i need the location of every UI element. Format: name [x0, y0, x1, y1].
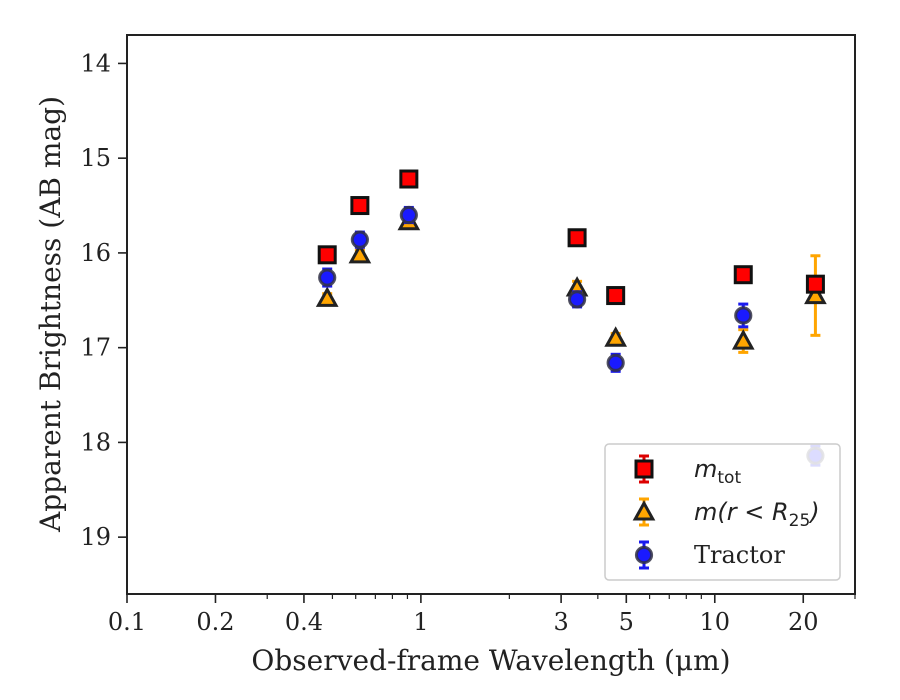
data-point-circle	[399, 205, 418, 225]
axes: 0.1 0.2 0.4 1 3 5 10 20 14 15 16 17 18 19	[80, 34, 856, 636]
y-tick-label: 17	[80, 334, 111, 362]
y-tick-label: 14	[80, 49, 111, 77]
data-point-square	[350, 196, 370, 216]
legend-label: m(r < R25)	[694, 498, 820, 531]
data-point-circle	[734, 306, 753, 325]
data-point-triangle	[348, 242, 372, 264]
y-tick-label: 19	[80, 523, 111, 551]
x-tick-label: 20	[788, 608, 819, 636]
series-square	[317, 169, 825, 306]
data-point-square	[399, 169, 419, 189]
plot-area	[315, 169, 827, 467]
data-point-square	[805, 274, 825, 294]
legend-entry: Tractor	[634, 540, 785, 570]
legend-label: Tractor	[694, 541, 785, 569]
y-tick-label: 18	[80, 428, 111, 456]
data-point-square	[606, 286, 626, 306]
legend-marker-circle	[634, 545, 654, 565]
data-point-circle	[567, 290, 587, 309]
data-point-triangle	[315, 286, 339, 307]
legend-entry: m(r < R25)	[632, 497, 820, 531]
data-point-triangle	[731, 329, 755, 350]
plot-frame	[126, 34, 856, 595]
data-point-square	[317, 245, 337, 265]
data-point-circle	[318, 268, 337, 287]
legend-entry: mtot	[634, 454, 741, 488]
x-tick-label: 10	[700, 608, 731, 636]
x-tick-label: 1	[413, 608, 428, 636]
data-point-square	[733, 265, 753, 285]
data-point-circle	[350, 230, 369, 249]
y-axis-title: Apparent Brightness (AB mag)	[34, 96, 67, 533]
legend: mtot m(r < R25) Tractor	[604, 443, 841, 581]
legend-label: mtot	[694, 455, 741, 488]
x-axis-title: Observed-frame Wavelength (μm)	[251, 644, 730, 677]
legend-marker-square	[634, 459, 654, 479]
x-tick-label: 5	[619, 608, 634, 636]
legend-box	[604, 443, 841, 581]
legend-marker-triangle	[632, 500, 656, 521]
data-point-triangle	[804, 283, 827, 305]
x-tick-label: 0.1	[108, 608, 146, 636]
x-tick-label: 0.2	[196, 608, 234, 636]
y-tick-label: 15	[80, 144, 111, 172]
x-tick-label: 3	[553, 608, 568, 636]
x-tick-label: 0.4	[285, 608, 323, 636]
data-point-triangle	[604, 326, 628, 347]
data-point-circle	[606, 353, 625, 372]
data-point-square	[567, 228, 587, 248]
y-tick-label: 16	[80, 239, 111, 267]
